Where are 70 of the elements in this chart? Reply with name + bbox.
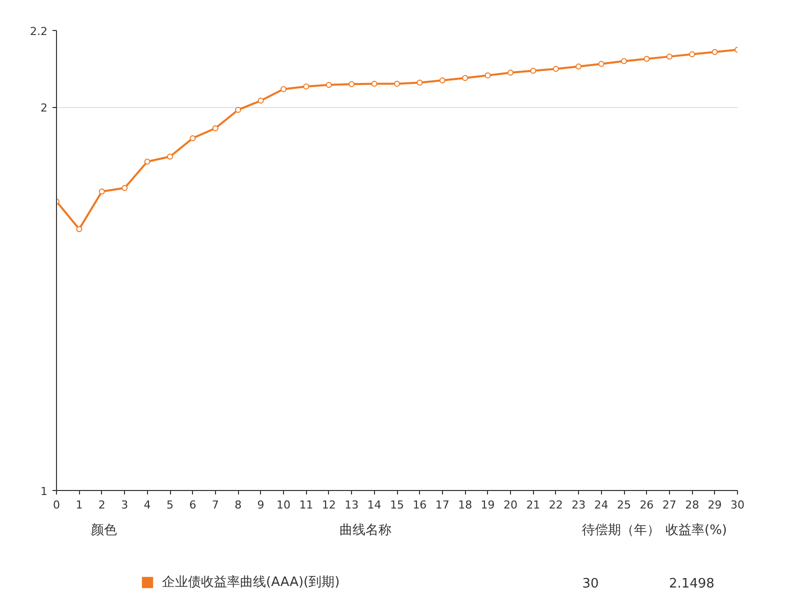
x-tick-label: 4 [144,498,151,512]
x-tick-label: 8 [234,498,242,512]
point [326,82,332,88]
point [190,135,196,142]
y-tick-label: 1 [40,485,48,498]
x-tick-label: 14 [367,498,382,512]
text: 收益率(%) [665,522,727,538]
point [258,98,264,104]
point [280,86,286,92]
point [666,54,672,60]
point [144,158,150,165]
x-tick-label: 12 [322,498,336,512]
point [167,154,173,160]
x-tick-label: 24 [594,498,608,512]
point [621,58,627,64]
x-tick-label: 29 [708,498,722,512]
legend-label: 企业债收益率曲线(AAA)(到期) [162,574,340,591]
y-tick-label: 2 [40,102,48,115]
x-tick-label: 25 [617,498,631,512]
x-tick-label: 28 [685,498,700,512]
point [462,75,468,82]
x-tick-label: 2 [98,498,106,512]
x-tick-label: 27 [662,498,676,512]
x-tick-label: 6 [189,498,196,512]
point [212,125,218,132]
point [394,80,400,87]
x-tick-label: 5 [166,498,174,512]
point [98,188,105,194]
x-tick-label: 13 [344,498,359,512]
point [552,66,559,72]
point [235,106,242,113]
x-tick-label: 0 [53,498,60,512]
text: 2.1498 [668,576,714,592]
x-tick-label: 9 [257,498,264,512]
x-tick-label: 23 [572,498,586,512]
text: 30 [582,576,599,592]
x-tick-label: 18 [458,498,472,512]
x-tick-label: 10 [276,498,290,512]
point [439,77,446,84]
x-tick-label: 20 [504,498,518,512]
x-tick-label: 26 [640,498,654,512]
text: 颜色 [91,523,118,538]
point [122,185,128,192]
point [371,80,378,87]
text: 待偿期（年） [582,523,660,538]
point [576,64,582,70]
point [644,56,650,62]
x-tick-label: 21 [526,498,540,512]
x-tick-label: 1 [76,498,83,512]
point [416,80,423,86]
point [598,60,604,67]
point [348,81,355,88]
point [689,51,696,58]
x-tick-label: 19 [480,498,495,512]
x-tick-label: 15 [390,498,404,512]
point [484,72,491,78]
x-tick-label: 17 [435,498,450,512]
x-tick-label: 22 [548,498,563,512]
y-tick-label: 2.2 [30,25,48,38]
x-tick-label: 30 [730,498,744,512]
x-tick-label: 16 [412,498,427,512]
x-tick-label: 11 [299,498,314,512]
point [508,70,514,76]
point [712,48,718,55]
point [530,68,536,74]
text: 曲线名称 [339,523,392,538]
point [303,83,310,90]
point [76,226,82,232]
x-tick-label: 3 [121,498,128,512]
x-tick-label: 7 [212,498,219,512]
